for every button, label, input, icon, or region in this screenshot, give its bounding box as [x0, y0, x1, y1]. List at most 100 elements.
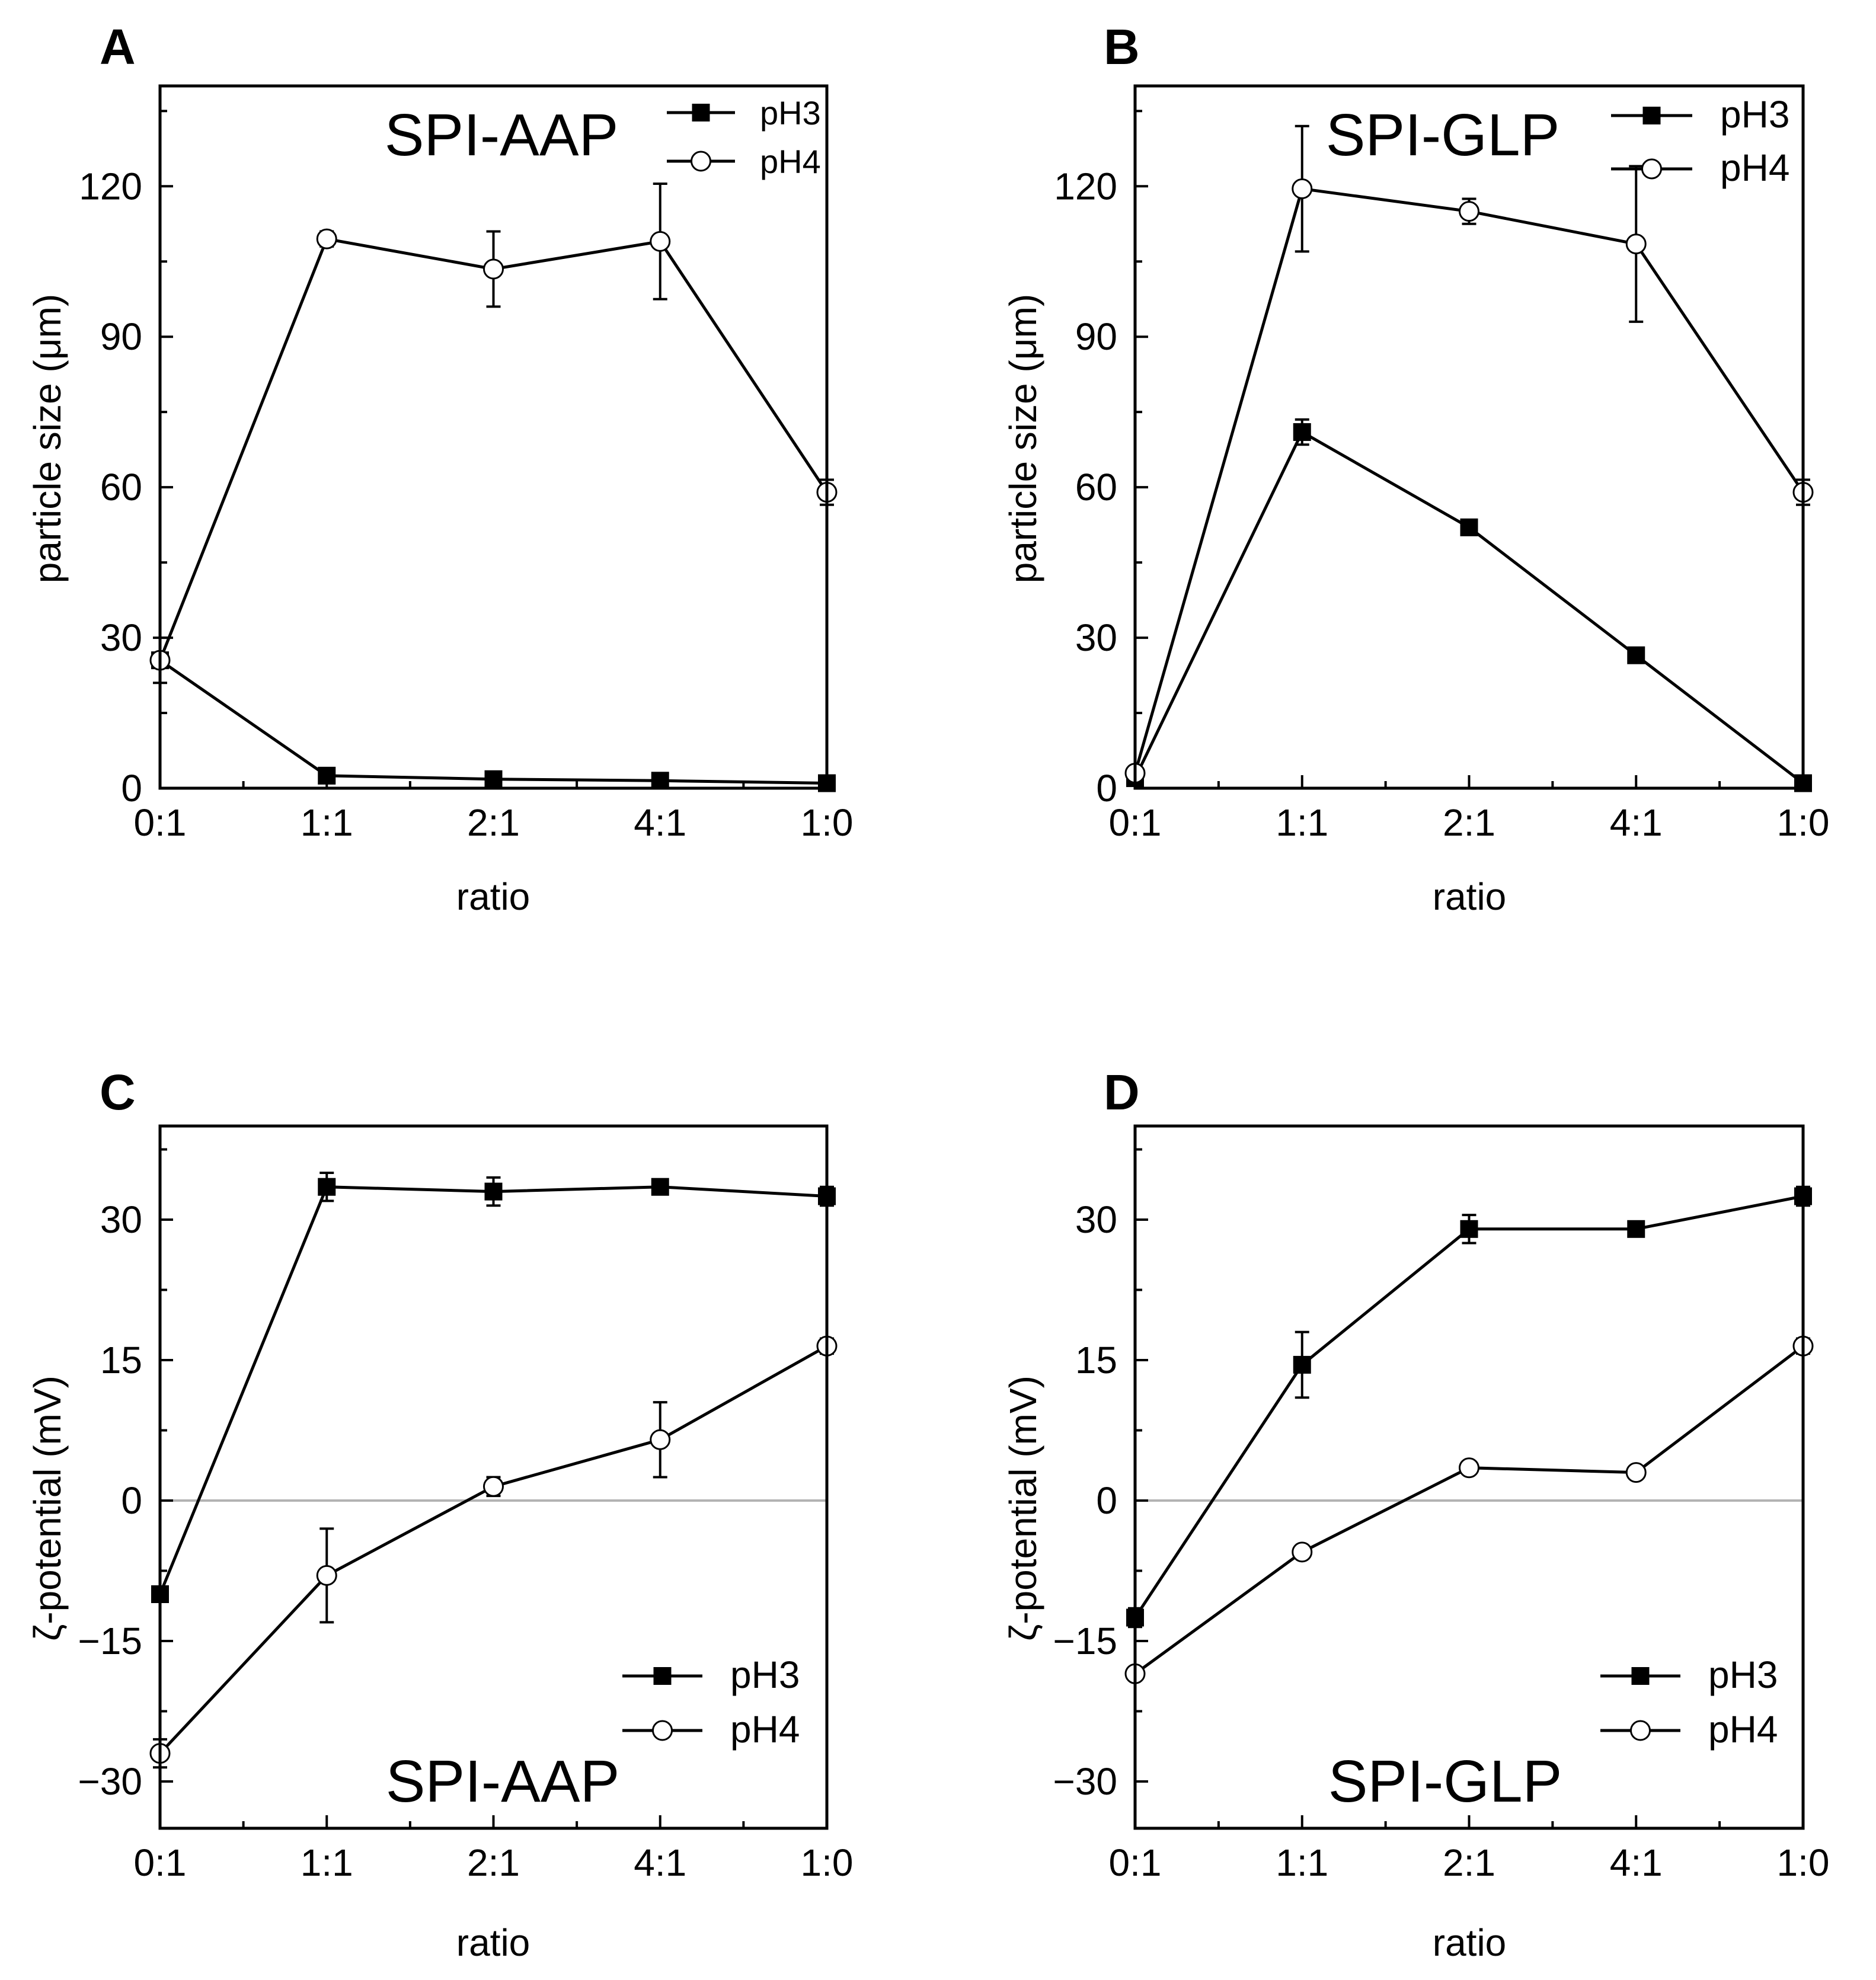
- panel-c-y-axis-title: ζ-potential (mV): [26, 1376, 69, 1641]
- panel-d-x-tick-label-0: 0:1: [1109, 1841, 1162, 1884]
- panel-b-axes-frame: [1133, 84, 1805, 790]
- panel-d-y-tick-label-4: 30: [1075, 1198, 1117, 1241]
- panel-c-series-ph3-point-1: [318, 1178, 336, 1196]
- panel-a-legend-label-ph4: pH4: [760, 143, 821, 180]
- panel-b-series-ph4-point-3: [1625, 233, 1647, 255]
- panel-d-y-tick-label-2: 0: [1096, 1479, 1117, 1522]
- panel-a-legend-marker-ph4: [691, 151, 711, 172]
- panel-b-x-tick-label-0: 0:1: [1109, 801, 1162, 844]
- panel-d-x-tick-label-3: 4:1: [1610, 1841, 1663, 1884]
- panel-d-y-tick-label-3: 15: [1075, 1339, 1117, 1381]
- panel-b-plot-area: 0:1 1:1 2:1 4:1 1:0 0 30 60 90 120 pH3 pH4: [1054, 84, 1830, 844]
- panel-c-y-tick-label-4: 30: [100, 1198, 142, 1241]
- panel-a-axes-frame: [158, 84, 829, 790]
- panel-b-y-axis-title: particle size (μm): [1002, 294, 1044, 584]
- panel-b-y-tick-label-3: 90: [1075, 315, 1117, 358]
- panel-d-letter: D: [1104, 1064, 1140, 1120]
- panel-a-y-tick-label-1: 30: [100, 616, 142, 659]
- panel-b: B SPI-GLP ratio particle size (μm) 0:1 1:…: [1002, 19, 1829, 918]
- panel-a-title: SPI-AAP: [385, 102, 619, 168]
- panel-c-y-tick-label-0: −30: [78, 1760, 142, 1803]
- panel-c-x-axis-title: ratio: [456, 1921, 530, 1964]
- panel-d-title: SPI-GLP: [1328, 1748, 1562, 1815]
- panel-b-y-tick-label-1: 30: [1075, 616, 1117, 659]
- panel-b-series-ph4-point-1: [1292, 178, 1313, 200]
- panel-d: D SPI-GLP ratio ζ-potential (mV) 0:1 1:1 2…: [1002, 1064, 1829, 1964]
- panel-d-series-ph3-point-3: [1627, 1220, 1645, 1238]
- panel-c-x-tick-label-0: 0:1: [134, 1841, 187, 1884]
- panel-c-series-ph4-point-1: [316, 1565, 337, 1586]
- panel-c-legend-marker-ph4: [652, 1720, 673, 1741]
- panel-d-y-axis-title: ζ-potential (mV): [1002, 1376, 1044, 1641]
- panel-a-y-tick-label-2: 60: [100, 466, 142, 508]
- panel-a-series-ph4-point-1: [316, 228, 337, 250]
- panel-b-x-axis-title: ratio: [1433, 875, 1507, 918]
- panel-a-x-tick-label-2: 2:1: [467, 801, 520, 844]
- panel-a: A SPI-AAP ratio particle size (μm) 0:1 1:…: [26, 19, 853, 918]
- panel-b-x-tick-label-1: 1:1: [1276, 801, 1328, 844]
- panel-a-series-ph3-point-3: [651, 772, 669, 790]
- panel-c-series-ph3-point-3: [651, 1178, 669, 1196]
- panel-a-x-tick-label-3: 4:1: [634, 801, 686, 844]
- panel-d-series-ph3-point-2: [1460, 1220, 1478, 1238]
- panel-d-series-ph4-point-3: [1625, 1462, 1647, 1483]
- panel-b-title: SPI-GLP: [1326, 102, 1560, 168]
- panel-d-axes-frame: [1133, 1124, 1805, 1830]
- panel-c-letter: C: [100, 1064, 136, 1120]
- panel-b-series-ph3-point-3: [1627, 646, 1645, 664]
- panel-c-series-ph3-point-2: [484, 1182, 503, 1201]
- panel-c-y-tick-label-3: 15: [100, 1339, 142, 1381]
- panel-b-series-ph3-point-1: [1293, 423, 1311, 442]
- panel-c-title: SPI-AAP: [386, 1748, 620, 1815]
- panel-c-y-tick-label-1: −15: [78, 1620, 142, 1662]
- panel-b-legend-marker-ph3: [1642, 107, 1661, 124]
- panel-d-x-axis-title: ratio: [1433, 1921, 1507, 1964]
- panel-b-y-tick-label-4: 120: [1054, 165, 1117, 207]
- panel-a-y-axis-title: particle size (μm): [26, 294, 69, 584]
- panel-b-letter: B: [1104, 19, 1140, 75]
- panel-d-x-tick-label-2: 2:1: [1443, 1841, 1495, 1884]
- panel-d-y-tick-label-1: −15: [1053, 1620, 1117, 1662]
- panel-a-y-tick-label-4: 120: [79, 165, 142, 207]
- panel-b-legend-label-ph4: pH4: [1720, 146, 1789, 189]
- panel-c-series-ph4-point-2: [483, 1476, 504, 1497]
- panel-d-legend-marker-ph3: [1631, 1667, 1650, 1685]
- panel-c-legend-label-ph3: pH3: [730, 1653, 800, 1696]
- panel-b-y-tick-label-2: 60: [1075, 466, 1117, 508]
- panel-c-legend-label-ph4: pH4: [730, 1708, 800, 1751]
- panel-a-y-tick-label-0: 0: [121, 767, 142, 810]
- panel-b-series-ph4-point-2: [1459, 201, 1479, 222]
- panel-b-x-tick-label-4: 1:0: [1777, 801, 1830, 844]
- panel-b-x-tick-label-3: 4:1: [1610, 801, 1663, 844]
- panel-c-series-ph4-point-3: [650, 1429, 671, 1450]
- panel-b-legend-marker-ph4: [1641, 158, 1662, 180]
- panel-a-letter: A: [100, 19, 136, 75]
- panel-a-series-ph3-point-1: [318, 766, 336, 785]
- panel-a-x-tick-label-1: 1:1: [301, 801, 353, 844]
- panel-b-series-ph3-point-2: [1460, 518, 1478, 536]
- panel-c-plot-area: 0:1 1:1 2:1 4:1 1:0 −30 −15 0 15 30 pH3 pH4: [78, 1124, 854, 1884]
- panel-c-x-tick-label-4: 1:0: [801, 1841, 854, 1884]
- panel-b-legend-label-ph3: pH3: [1720, 93, 1789, 136]
- panel-d-legend-marker-ph4: [1630, 1720, 1651, 1741]
- panel-c-axes-frame: [158, 1124, 829, 1830]
- panel-a-plot-area: 0:1 1:1 2:1 4:1 1:0 0 30 60 90 120 pH3 pH4: [79, 84, 853, 844]
- panel-c-x-tick-label-1: 1:1: [301, 1841, 353, 1884]
- panel-a-series-ph4-point-3: [650, 231, 671, 252]
- panel-c: C SPI-AAP ratio ζ-potential (mV) 0:1 1:1 2…: [26, 1064, 853, 1964]
- panel-a-legend-marker-ph3: [692, 104, 710, 121]
- panel-a-x-axis-title: ratio: [456, 875, 530, 918]
- panel-a-legend-label-ph3: pH3: [760, 94, 821, 132]
- panel-d-series-ph4-point-2: [1459, 1457, 1479, 1479]
- panel-b-x-tick-label-2: 2:1: [1443, 801, 1495, 844]
- panel-d-legend-label-ph4: pH4: [1708, 1708, 1778, 1751]
- panel-d-series-ph3-point-1: [1293, 1355, 1311, 1374]
- panel-d-legend-label-ph3: pH3: [1708, 1653, 1778, 1696]
- panel-a-y-tick-label-3: 90: [100, 315, 142, 358]
- panel-d-series-ph4-point-1: [1292, 1541, 1313, 1563]
- panel-d-plot-area: 0:1 1:1 2:1 4:1 1:0 −30 −15 0 15 30 pH3 pH4: [1053, 1124, 1829, 1884]
- panel-d-y-tick-label-0: −30: [1053, 1760, 1117, 1803]
- panel-c-x-tick-label-3: 4:1: [634, 1841, 686, 1884]
